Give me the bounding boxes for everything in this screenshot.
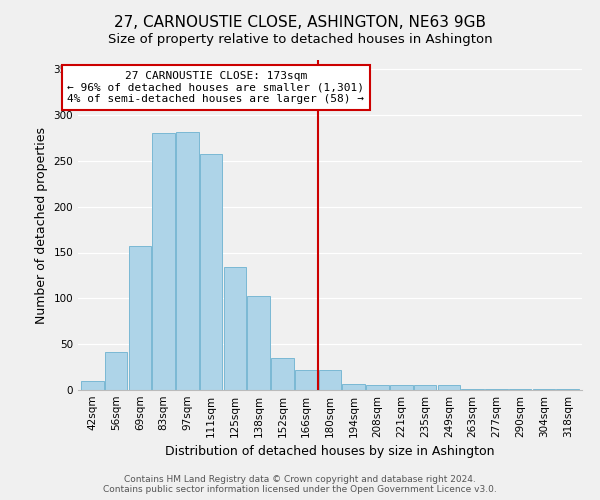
Text: Contains HM Land Registry data © Crown copyright and database right 2024.
Contai: Contains HM Land Registry data © Crown c… <box>103 474 497 494</box>
Bar <box>366 386 389 390</box>
Bar <box>461 389 484 390</box>
Bar <box>224 267 246 390</box>
Bar <box>200 154 223 390</box>
Text: 27, CARNOUSTIE CLOSE, ASHINGTON, NE63 9GB: 27, CARNOUSTIE CLOSE, ASHINGTON, NE63 9G… <box>114 15 486 30</box>
Bar <box>390 386 413 390</box>
Text: Size of property relative to detached houses in Ashington: Size of property relative to detached ho… <box>107 32 493 46</box>
Bar <box>319 370 341 390</box>
Bar <box>152 134 175 390</box>
Bar <box>128 246 151 390</box>
Bar <box>556 389 579 390</box>
Bar <box>414 386 436 390</box>
Text: 27 CARNOUSTIE CLOSE: 173sqm
← 96% of detached houses are smaller (1,301)
4% of s: 27 CARNOUSTIE CLOSE: 173sqm ← 96% of det… <box>67 71 364 104</box>
Bar <box>105 352 127 390</box>
Y-axis label: Number of detached properties: Number of detached properties <box>35 126 48 324</box>
Bar <box>247 296 270 390</box>
Bar <box>295 370 317 390</box>
Bar <box>437 386 460 390</box>
X-axis label: Distribution of detached houses by size in Ashington: Distribution of detached houses by size … <box>165 446 495 458</box>
Bar <box>533 389 555 390</box>
Bar <box>81 381 104 390</box>
Bar <box>176 132 199 390</box>
Bar <box>509 389 532 390</box>
Bar <box>343 384 365 390</box>
Bar <box>271 358 294 390</box>
Bar <box>485 389 508 390</box>
